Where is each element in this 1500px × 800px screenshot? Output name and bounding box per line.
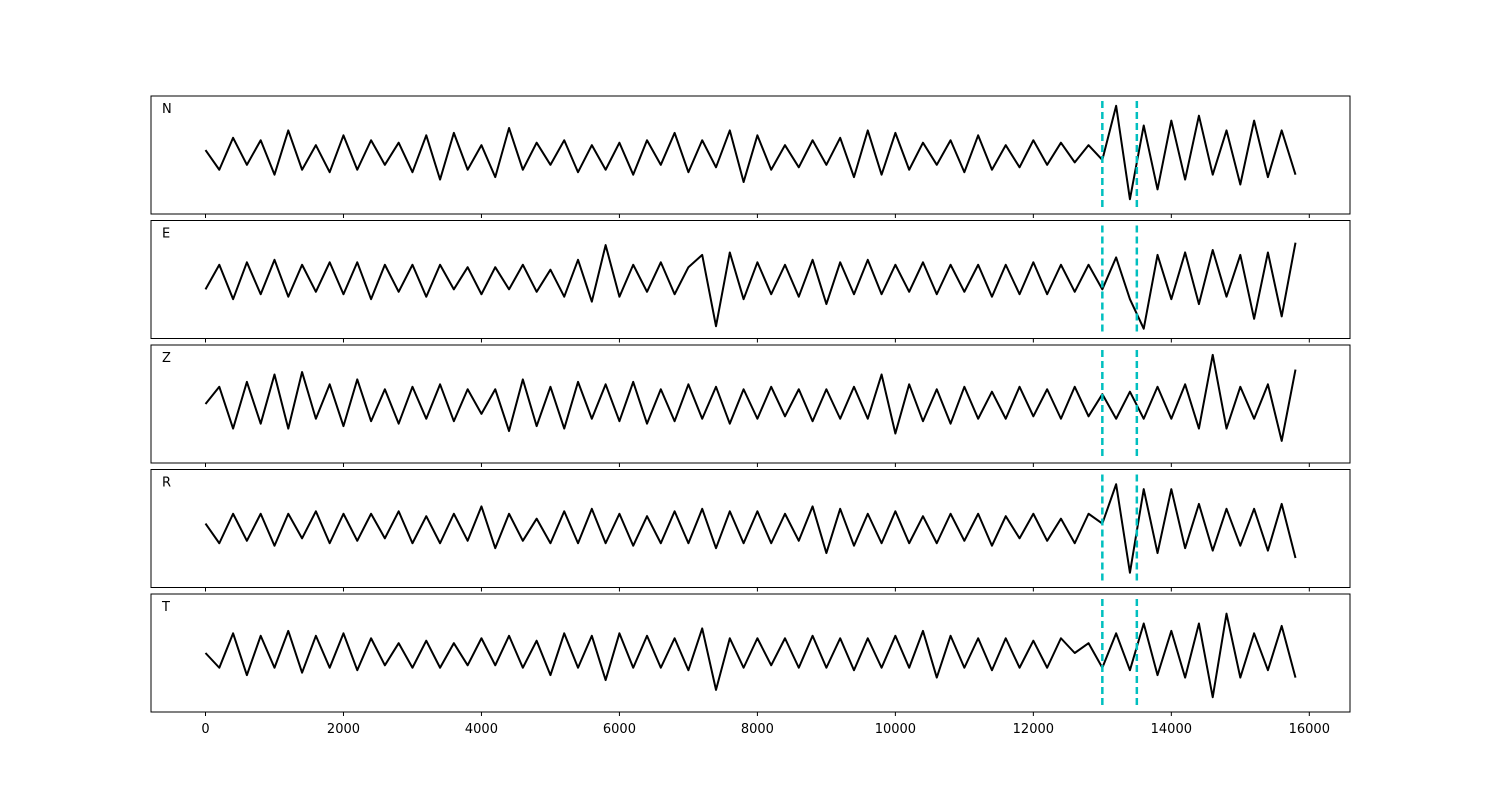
x-tick-label: 8000 [741,722,774,737]
x-tick-label: 2000 [327,722,360,737]
axes-frame [150,344,1351,464]
x-tick-label: 4000 [465,722,498,737]
axes-frame [150,95,1351,215]
x-tick-label: 6000 [603,722,636,737]
trace [204,353,1297,442]
trace-label: E [162,227,170,242]
trace [204,612,1297,699]
axes-frame [150,220,1351,339]
axes-frame [150,469,1351,588]
x-tick-label: 16000 [1289,722,1330,737]
trace [204,483,1297,574]
axes-frame [150,593,1351,713]
x-tick-label: 0 [201,722,209,737]
trace-label: Z [162,351,171,366]
trace-label: N [162,102,172,117]
x-tick-label: 14000 [1151,722,1192,737]
trace [204,242,1297,330]
x-tick-label: 10000 [875,722,916,737]
x-tick-label: 12000 [1013,722,1054,737]
trace [204,104,1297,201]
trace-label: T [161,600,170,615]
trace-label: R [162,476,171,491]
